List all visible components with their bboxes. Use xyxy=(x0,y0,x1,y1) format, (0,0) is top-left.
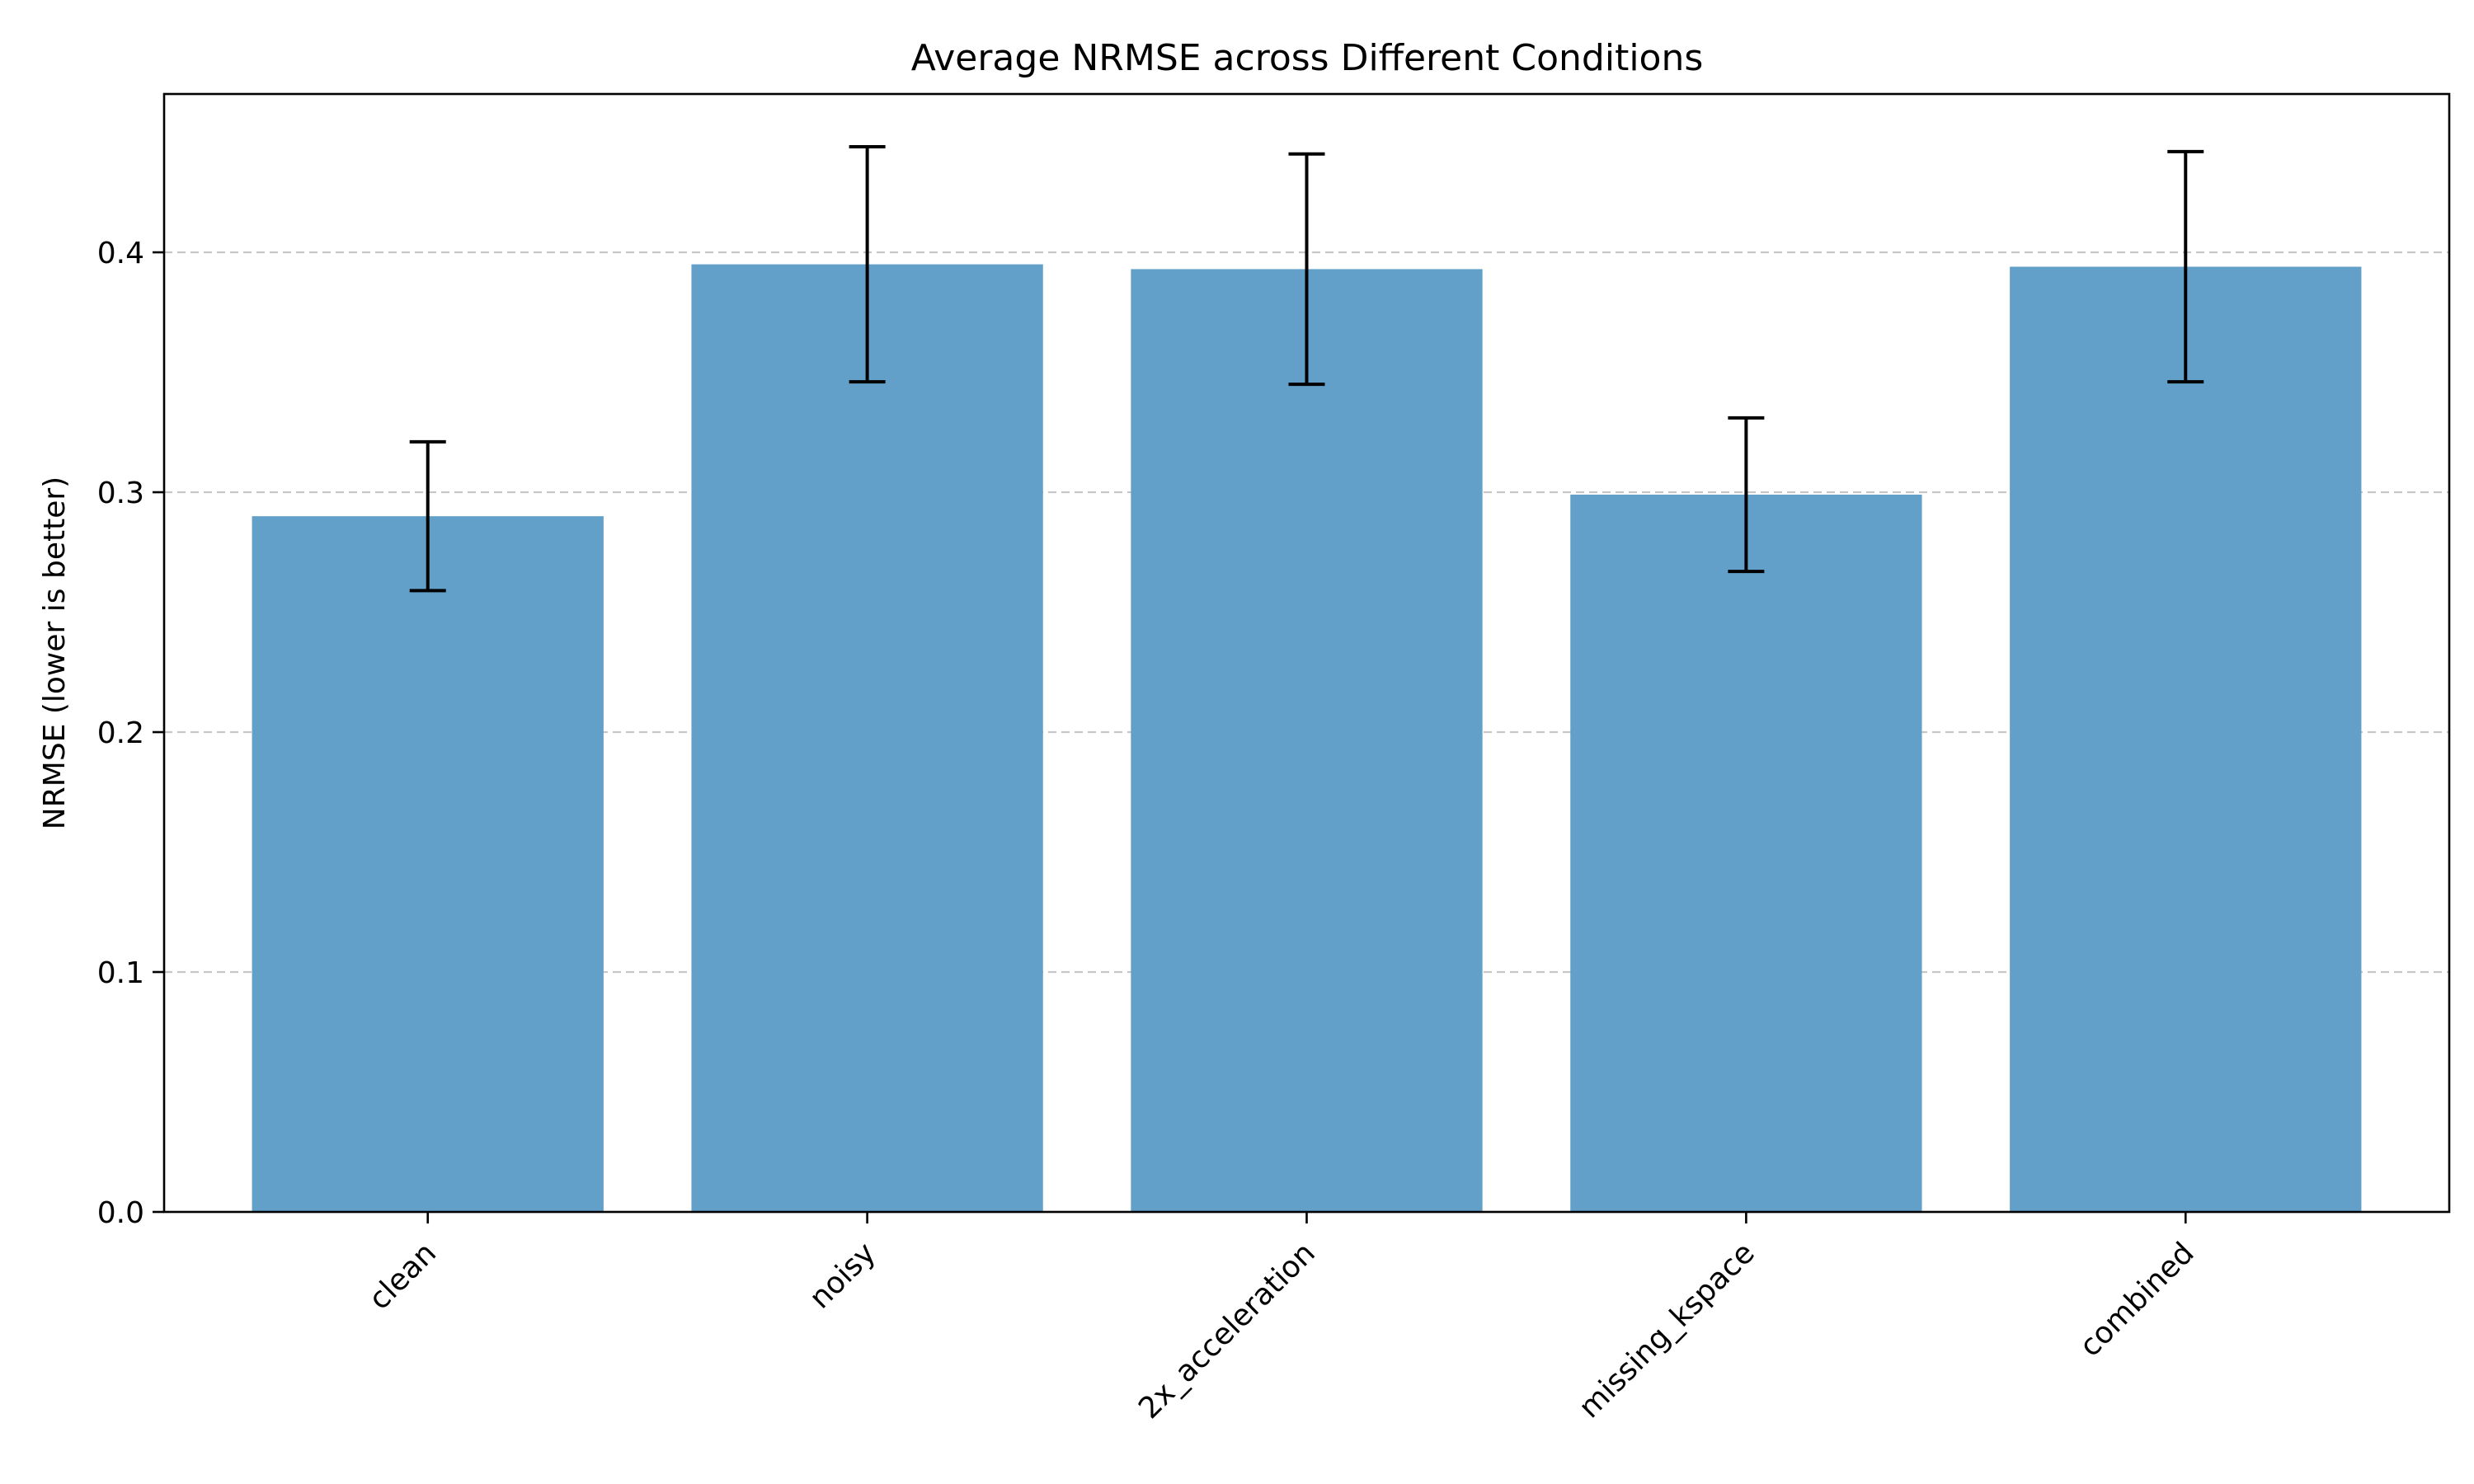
error-bars xyxy=(409,145,2204,593)
y-tick-label: 0.4 xyxy=(97,237,144,270)
x-tick-label-2x_acceleration: 2x_acceleration xyxy=(1132,1236,1322,1425)
chart-title: Average NRMSE across Different Condition… xyxy=(911,37,1704,79)
y-tick-label: 0.1 xyxy=(97,956,144,990)
x-tick-label-missing_kspace: missing_kspace xyxy=(1573,1236,1761,1425)
y-axis-label: NRMSE (lower is better) xyxy=(38,477,72,829)
x-axis-ticks: clean noisy 2x_acceleration missing_kspace c… xyxy=(363,1212,2201,1425)
bar-combined xyxy=(2010,266,2362,1212)
bars xyxy=(252,264,2362,1213)
y-tick-label: 0.2 xyxy=(97,716,144,750)
x-tick-label-clean: clean xyxy=(363,1236,443,1316)
bar-clean xyxy=(252,516,604,1212)
bar-noisy xyxy=(691,264,1043,1213)
bar-missing_kspace xyxy=(1570,494,1922,1212)
y-axis-ticks: 0.0 0.1 0.2 0.3 0.4 xyxy=(97,237,164,1230)
x-tick-label-combined: combined xyxy=(2073,1236,2201,1364)
x-tick-label-noisy: noisy xyxy=(803,1236,882,1315)
y-tick-label: 0.3 xyxy=(97,477,144,510)
bar-2x_acceleration xyxy=(1131,269,1483,1212)
y-tick-label: 0.0 xyxy=(97,1196,144,1230)
